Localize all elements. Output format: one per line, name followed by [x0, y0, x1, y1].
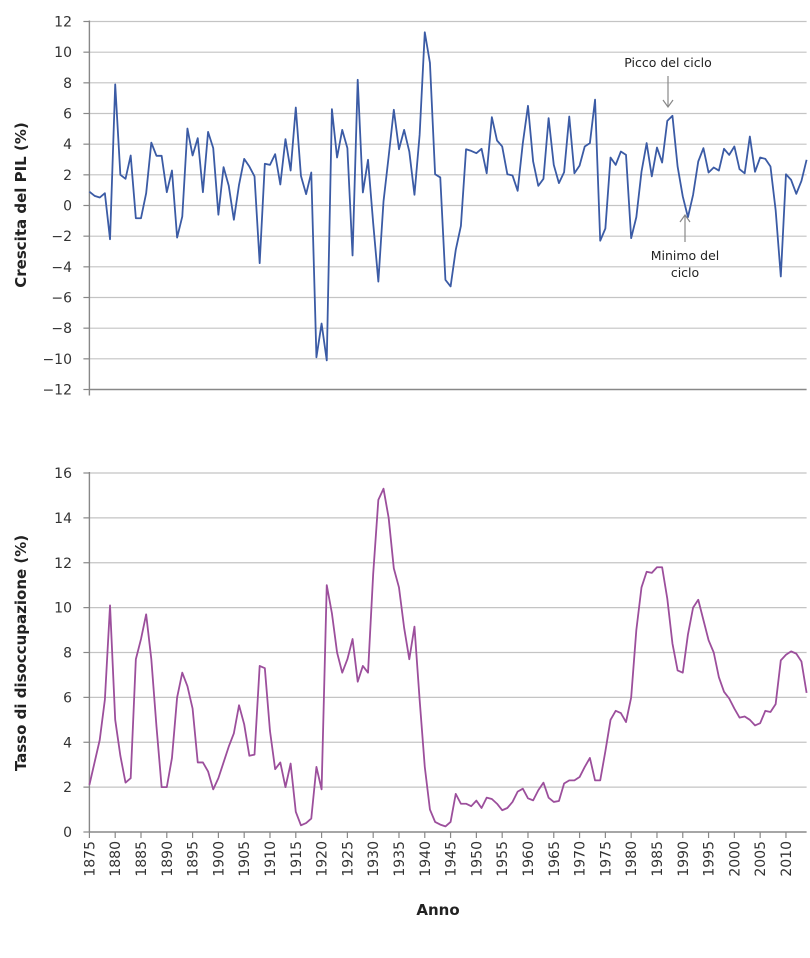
gdp-growth-chart: 12 10 8 6 4 2 0 −2 −4 −6 −8 −10 −12 [42, 15, 808, 399]
unemployment-x-tick-label: 1985 [650, 841, 666, 877]
gdp-y-tick-label: −6 [51, 291, 72, 307]
unemployment-x-tick-label: 2010 [779, 841, 795, 877]
unemployment-chart: 16 14 12 10 8 6 4 2 0 1875 1880 1885 1890 1895 1900 190… [54, 466, 808, 877]
unemployment-x-tick-label: 1885 [134, 841, 150, 877]
gdp-series-line [88, 31, 808, 362]
unemployment-x-tick-label: 1975 [598, 841, 614, 877]
unemployment-x-tick-label: 1910 [263, 841, 279, 877]
unemployment-y-tick-label: 0 [63, 825, 72, 841]
unemployment-y-tick-label: 12 [54, 556, 72, 572]
unemployment-x-tick-label: 1935 [392, 841, 408, 877]
unemployment-x-tick-label: 2000 [727, 841, 743, 877]
gdp-y-tick-label: 6 [63, 107, 72, 123]
gdp-y-tick-label: −12 [42, 383, 72, 399]
unemployment-x-tick-label: 1960 [521, 841, 537, 877]
unemployment-x-tick-label: 1915 [289, 841, 305, 877]
unemployment-x-tick-label: 1930 [366, 841, 382, 877]
gdp-y-tick-label: 8 [63, 76, 72, 92]
gdp-y-tick-label: 12 [54, 15, 72, 31]
unemployment-x-tick-label: 1925 [340, 841, 356, 877]
arrowhead-down-icon [662, 99, 674, 109]
gdp-y-tick-label: −10 [42, 352, 72, 368]
annotation-cycle-trough-line2: ciclo [671, 265, 699, 280]
gdp-y-tick-label: 10 [54, 45, 72, 61]
unemployment-y-tick-label: 16 [54, 466, 72, 482]
unemployment-y-tick-label: 14 [54, 511, 72, 527]
gdp-y-tick-label: 0 [63, 199, 72, 215]
gdp-y-tick-label: −2 [51, 229, 72, 245]
unemployment-x-tick-label: 1905 [237, 841, 253, 877]
unemployment-x-tick-label: 1945 [444, 841, 460, 877]
unemployment-y-tick-label: 6 [63, 690, 72, 706]
x-axis-label: Anno [416, 901, 459, 919]
unemployment-x-tick-label: 1965 [547, 841, 563, 877]
unemployment-y-tick-label: 4 [63, 735, 72, 751]
unemployment-x-tick-label: 1970 [573, 841, 589, 877]
unemployment-x-tick-label: 1895 [186, 841, 202, 877]
unemployment-y-tick-label: 10 [54, 601, 72, 617]
gdp-y-tick-label: 2 [63, 168, 72, 184]
unemployment-x-tick-label: 1890 [160, 841, 176, 877]
gdp-y-tick-label: 4 [63, 137, 72, 153]
gdp-y-axis-label: Crescita del PIL (%) [12, 122, 30, 287]
unemployment-x-tick-label: 2005 [753, 841, 769, 877]
unemployment-x-tick-label: 1940 [418, 841, 434, 877]
unemployment-y-axis-label: Tasso di disoccupazione (%) [12, 535, 30, 771]
unemployment-x-tick-label: 1955 [495, 841, 511, 877]
unemployment-x-tick-label: 1900 [211, 841, 227, 877]
unemployment-series-line [88, 487, 808, 828]
unemployment-x-tick-label: 1995 [702, 841, 718, 877]
arrowhead-up-icon [679, 213, 691, 223]
unemployment-x-tick-label: 1880 [108, 841, 124, 877]
gdp-y-tick-label: −8 [51, 321, 72, 337]
gdp-y-tick-label: −4 [51, 260, 72, 276]
unemployment-x-tick-label: 1875 [82, 841, 98, 877]
unemployment-x-tick-label: 1990 [676, 841, 692, 877]
unemployment-y-tick-label: 2 [63, 780, 72, 796]
unemployment-x-tick-label: 1950 [469, 841, 485, 877]
annotation-cycle-trough-line1: Minimo del [651, 248, 720, 263]
annotation-cycle-peak: Picco del ciclo [624, 55, 712, 70]
unemployment-y-tick-label: 8 [63, 646, 72, 662]
unemployment-x-tick-label: 1980 [624, 841, 640, 877]
unemployment-x-tick-label: 1920 [315, 841, 331, 877]
